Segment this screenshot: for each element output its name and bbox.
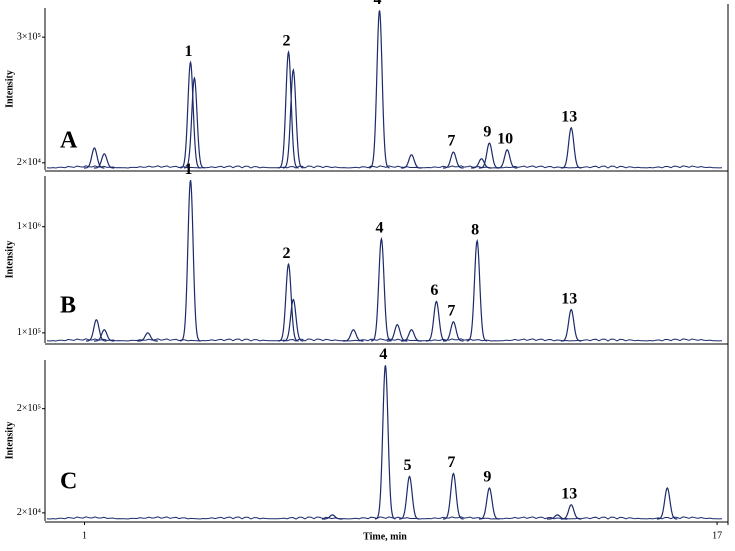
peak xyxy=(277,262,299,342)
baseline-trace xyxy=(46,165,723,169)
peak xyxy=(282,68,304,169)
peak-label: 1 xyxy=(184,43,192,60)
peak-label: 13 xyxy=(561,108,577,125)
peak xyxy=(370,236,392,342)
peak xyxy=(401,329,422,342)
peak-label: 4 xyxy=(379,346,387,363)
peak xyxy=(343,329,364,342)
x-tick-label: 17 xyxy=(712,530,722,541)
y-axis-label: Intensity xyxy=(4,422,15,460)
peak-label: 6 xyxy=(430,282,438,299)
peak-label: 7 xyxy=(447,454,455,471)
peak xyxy=(479,487,500,520)
y-axis-label: Intensity xyxy=(4,70,15,108)
baseline-trace xyxy=(46,516,723,520)
peak xyxy=(426,300,447,342)
peak-label: 7 xyxy=(447,302,455,319)
peak xyxy=(137,332,158,342)
peak xyxy=(322,514,343,520)
peak xyxy=(471,158,492,169)
peak-label: 10 xyxy=(497,130,513,147)
peak-label: 9 xyxy=(483,124,491,141)
peak-label: 4 xyxy=(375,220,383,237)
peak xyxy=(399,475,420,520)
peak xyxy=(179,60,201,169)
y-tick-label: 3×10⁵ xyxy=(17,31,41,42)
peak-label: 1 xyxy=(184,161,192,178)
peak-label: 2 xyxy=(283,245,291,262)
panel-label: B xyxy=(60,293,76,319)
peak xyxy=(560,126,582,169)
peak xyxy=(277,49,299,169)
peak xyxy=(282,298,304,342)
peak xyxy=(86,319,107,342)
y-tick-label: 2×10⁵ xyxy=(17,403,41,414)
y-tick-label: 1×10⁶ xyxy=(17,221,42,232)
y-axis-label: Intensity xyxy=(4,241,15,279)
peak-label: 8 xyxy=(471,222,479,239)
peak xyxy=(443,472,464,520)
peak-label: 7 xyxy=(447,133,455,150)
panel-label: C xyxy=(60,469,77,495)
peak-label: 4 xyxy=(373,0,381,8)
peak-label: 13 xyxy=(561,485,577,502)
peak xyxy=(93,329,115,342)
peak-label: 13 xyxy=(561,290,577,307)
peak xyxy=(93,153,115,169)
peak xyxy=(183,76,205,169)
baseline-trace xyxy=(46,338,723,342)
panel-label: A xyxy=(60,128,78,154)
peak xyxy=(84,147,105,169)
peak xyxy=(560,504,582,520)
peak xyxy=(496,149,518,169)
peak xyxy=(443,151,464,169)
peak xyxy=(560,308,582,342)
peak-label: 9 xyxy=(483,469,491,486)
peak xyxy=(401,154,422,169)
peak xyxy=(375,365,396,520)
peak xyxy=(369,10,390,169)
y-tick-label: 2×10⁴ xyxy=(17,157,42,168)
peak xyxy=(180,180,201,342)
peak xyxy=(443,321,464,342)
peak xyxy=(466,238,488,342)
peak xyxy=(386,324,408,342)
y-tick-label: 1×10⁵ xyxy=(17,327,41,338)
peak-label: 2 xyxy=(283,33,291,50)
peak xyxy=(479,142,500,169)
peak-label: 5 xyxy=(404,457,412,474)
x-axis-label: Time, min xyxy=(363,531,407,542)
peak xyxy=(656,487,678,520)
y-tick-label: 2×10⁴ xyxy=(17,507,42,518)
x-tick-label: 1 xyxy=(82,530,87,541)
